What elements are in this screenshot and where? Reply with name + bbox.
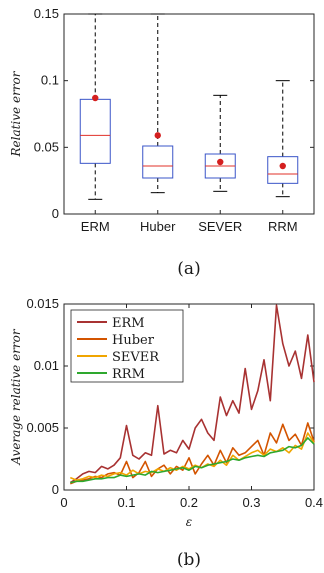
line-plot-ticks <box>63 303 315 491</box>
x-category-label: Huber <box>140 219 176 234</box>
x-category-label: ERM <box>81 219 110 234</box>
x-tick-label: 0 <box>60 495 67 510</box>
y-tick-label: 0.015 <box>26 296 59 311</box>
line-plot-tick-labels: 0 0.005 0.01 0.015 0 0.1 0.2 0.3 0.4 <box>26 296 323 510</box>
mean-marker <box>154 132 161 139</box>
mean-marker <box>217 158 224 166</box>
x-category-label: RRM <box>268 219 298 234</box>
x-tick-label: 0.2 <box>180 495 198 510</box>
y-tick-label: 0 <box>52 482 59 497</box>
series-line-erm <box>69 304 315 484</box>
y-tick-label: 0.15 <box>34 6 59 21</box>
box-plot-panel: 0 0.05 0.1 0.15 ERM Huber SEVER RRM Relative er… <box>9 6 315 279</box>
line-plot-series <box>69 304 315 485</box>
legend-label-rrm: RRM <box>112 367 145 382</box>
x-category-label: SEVER <box>198 219 242 234</box>
y-tick-label: 0.01 <box>34 358 59 373</box>
line-plot-legend: ERM Huber SEVER RRM <box>70 309 184 383</box>
x-tick-label: 0.4 <box>305 495 323 510</box>
y-tick-label: 0.005 <box>26 420 59 435</box>
box <box>267 156 299 184</box>
panel-b-caption: (b) <box>177 550 201 570</box>
y-tick-label: 0.05 <box>34 139 59 154</box>
y-tick-label: 0 <box>52 206 59 221</box>
mean-marker <box>92 94 99 102</box>
series-line-huber <box>70 422 315 485</box>
panel-a-caption: (a) <box>177 259 200 279</box>
line-plot-y-axis-label: Average relative error <box>9 328 23 466</box>
box-plot-area <box>63 13 315 215</box>
box <box>142 145 174 179</box>
legend-label-sever: SEVER <box>112 350 160 365</box>
mean-marker <box>279 162 286 170</box>
x-tick-label: 0.1 <box>117 495 135 510</box>
box-plot-ticks <box>64 13 314 215</box>
line-plot-x-axis-label: ε <box>186 515 192 529</box>
series-line-rrm <box>70 437 315 484</box>
legend-label-huber: Huber <box>112 333 155 348</box>
box-plot-y-axis-label: Relative error <box>9 70 23 157</box>
line-plot-panel: 0 0.005 0.01 0.015 0 0.1 0.2 0.3 0.4 ERM Huber SEV… <box>9 296 323 570</box>
box-plot-boxes <box>79 13 299 200</box>
legend-label-erm: ERM <box>112 316 145 331</box>
x-tick-label: 0.3 <box>242 495 260 510</box>
box-plot-tick-labels: 0 0.05 0.1 0.15 ERM Huber SEVER RRM <box>34 6 298 234</box>
series-line-sever <box>70 432 315 481</box>
y-tick-label: 0.1 <box>41 73 59 88</box>
